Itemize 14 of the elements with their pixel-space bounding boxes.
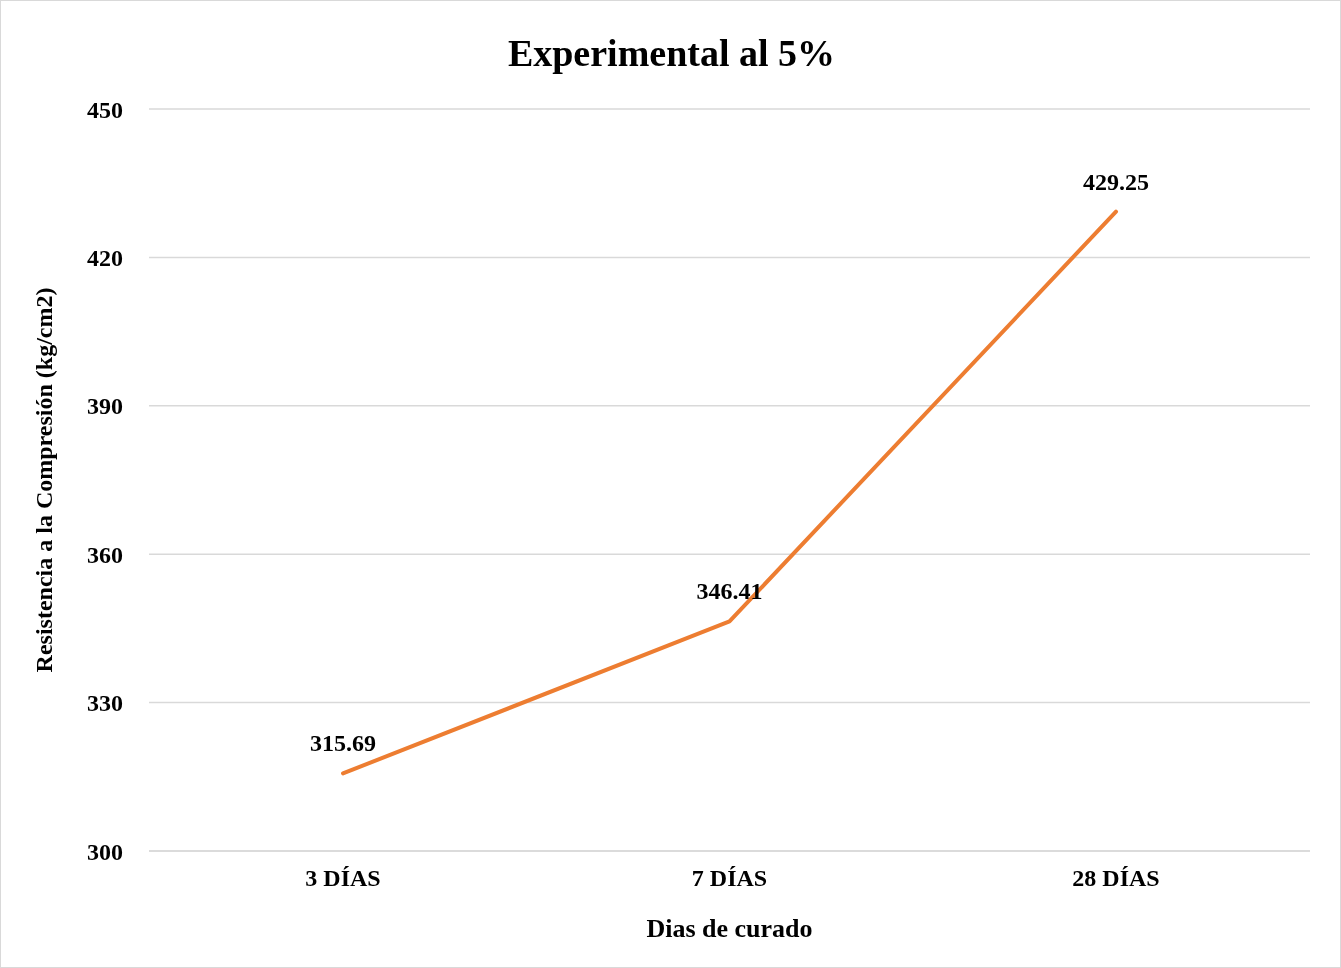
x-tick-label: 28 DÍAS (1072, 865, 1160, 892)
x-tick-label: 3 DÍAS (305, 865, 381, 892)
y-axis-title: Resistencia a la Compresión (kg/cm2) (30, 287, 57, 673)
x-axis-title: Dias de curado (646, 914, 813, 943)
y-tick-label: 420 (87, 244, 123, 271)
data-label: 315.69 (310, 730, 376, 757)
chart-title: Experimental al 5% (506, 31, 837, 75)
y-tick-label: 300 (87, 838, 123, 865)
y-tick-label: 390 (87, 393, 123, 420)
x-tick-label: 7 DÍAS (691, 865, 768, 892)
y-tick-label: 330 (87, 690, 123, 717)
y-tick-label: 360 (87, 541, 123, 568)
data-label: 429.25 (1083, 168, 1149, 195)
y-tick-label: 450 (87, 96, 123, 123)
